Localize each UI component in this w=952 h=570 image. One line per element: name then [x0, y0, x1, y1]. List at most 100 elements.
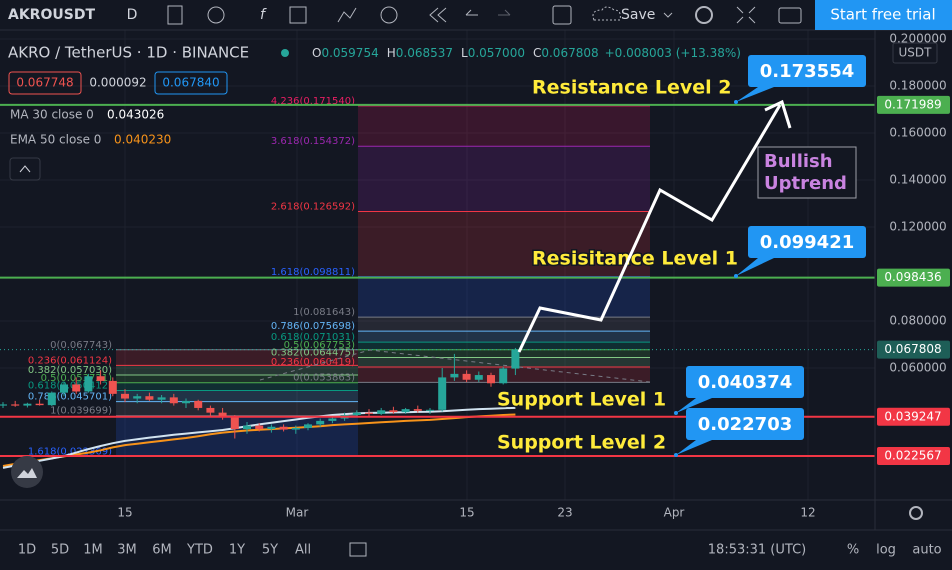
ohlc-value: 0.067808	[541, 46, 598, 60]
range-button[interactable]: 1D	[18, 543, 36, 558]
fib-label: 0.382(0.057030)	[28, 365, 112, 376]
price-badge-label: 0.171989	[884, 97, 941, 111]
y-tick-label: 0.140000	[889, 173, 946, 187]
save-menu[interactable]	[663, 12, 673, 18]
cloud-icon[interactable]	[592, 6, 621, 21]
clock: 18:53:31 (UTC)	[708, 543, 806, 558]
fib-label: 0.5(0.067753)	[284, 340, 356, 351]
buy-price[interactable]: 0.067840	[162, 76, 219, 90]
trend-box	[757, 146, 857, 199]
trend-label: Bullish	[764, 151, 833, 172]
range-button[interactable]: 6M	[152, 543, 172, 558]
log-toggle[interactable]: log	[876, 543, 896, 558]
range-button[interactable]: 1M	[83, 543, 103, 558]
range-button[interactable]: 5Y	[262, 543, 278, 558]
templates-icon[interactable]	[337, 7, 357, 23]
ohlc-value: 0.057000	[468, 46, 525, 60]
unit-box	[892, 42, 938, 64]
fib-zone	[116, 401, 358, 416]
candle-body	[487, 375, 495, 384]
fib-zone	[116, 382, 358, 391]
fib-zone	[116, 374, 358, 383]
symbol[interactable]: AKROUSDT	[8, 7, 95, 23]
candle-body	[267, 426, 276, 430]
callout-tail	[676, 398, 712, 413]
ohlc-value: 0.068537	[396, 46, 453, 60]
collapse-icon[interactable]	[19, 165, 31, 173]
sell-price[interactable]: 0.067748	[16, 76, 73, 90]
sell-box[interactable]	[8, 71, 82, 95]
unit-label: USDT	[899, 46, 933, 60]
range-button[interactable]: All	[295, 543, 311, 558]
replay-icon[interactable]	[429, 7, 447, 23]
callout-box	[748, 226, 866, 258]
y-tick-label: 0.200000	[889, 32, 946, 46]
candle-body	[230, 417, 239, 430]
ohlc-key: H	[387, 46, 396, 60]
ohlc-key: L	[461, 46, 468, 60]
range-button[interactable]: 3M	[117, 543, 137, 558]
candle-body	[182, 400, 190, 404]
snapshot-icon[interactable]	[778, 7, 802, 24]
candle-body	[450, 373, 459, 378]
fx-icon[interactable]: f	[260, 7, 267, 23]
layout-icon[interactable]	[552, 5, 572, 25]
fib-label: 0(0.053863)	[293, 372, 355, 383]
fib-zone	[358, 211, 650, 277]
undo-icon[interactable]	[465, 9, 478, 16]
compare-icon[interactable]	[289, 6, 307, 24]
buy-box[interactable]	[154, 71, 228, 95]
price-badge	[877, 340, 950, 359]
indicator-icon[interactable]	[207, 6, 225, 24]
price-badge	[877, 446, 950, 465]
candle-body	[145, 396, 154, 400]
candle-body	[35, 403, 44, 406]
ohlc-value: 0.059754	[321, 46, 378, 60]
callout-box	[686, 366, 804, 398]
save-button[interactable]: Save	[621, 7, 655, 23]
ohlc-key: O	[312, 46, 321, 60]
candle-body	[133, 396, 142, 399]
callout-label: 0.099421	[760, 232, 855, 253]
range-button[interactable]: YTD	[186, 543, 213, 558]
trial-button-bg[interactable]	[815, 0, 952, 30]
fib-zone	[358, 146, 650, 212]
settings-icon[interactable]	[695, 6, 713, 24]
interval[interactable]: D	[127, 7, 138, 23]
auto-toggle[interactable]: auto	[912, 543, 941, 558]
price-badge-label: 0.022567	[884, 448, 941, 462]
candle-body	[206, 407, 215, 413]
level-label: Support Level 1	[497, 389, 666, 411]
fib-zone	[116, 390, 358, 402]
axis-settings[interactable]	[909, 506, 923, 520]
range-button[interactable]: 5D	[51, 543, 69, 558]
fib-zone	[358, 317, 650, 332]
y-tick-label: 0.160000	[889, 126, 946, 140]
fib-zone	[116, 365, 358, 375]
candle-body	[377, 410, 386, 414]
fib-label: 2.618(0.126592)	[271, 202, 355, 213]
date-range-icon[interactable]	[349, 542, 367, 557]
candle-body	[194, 400, 203, 408]
fib-label: 1(0.039699)	[50, 406, 112, 417]
y-tick-label: 0.080000	[889, 314, 946, 328]
candle-icon[interactable]	[167, 5, 183, 25]
fib-label: 0.618(0.050412)	[28, 381, 112, 392]
cloud-button[interactable]	[11, 456, 43, 488]
uptrend-arrow	[517, 99, 792, 353]
fullscreen-icon[interactable]	[736, 6, 756, 24]
legend: AKRO / TetherUS · 1D · BINANCE O0.059754…	[8, 44, 741, 181]
range-button[interactable]: 1Y	[229, 543, 245, 558]
percent-toggle[interactable]: %	[847, 543, 859, 558]
fib-label: 0.618(0.071031)	[271, 332, 355, 343]
fib-zone	[358, 342, 650, 350]
trial-button[interactable]: Start free trial	[830, 6, 935, 24]
callout-box	[748, 55, 866, 87]
alert-icon[interactable]	[380, 6, 398, 24]
fib-label: 0(0.067743)	[50, 340, 112, 351]
y-tick-label: 0.180000	[889, 79, 946, 93]
fib-label: 1.618(0.098811)	[271, 267, 355, 278]
x-tick-label: 15	[117, 506, 132, 520]
redo-icon[interactable]	[498, 9, 511, 16]
collapse-button[interactable]	[9, 157, 41, 181]
